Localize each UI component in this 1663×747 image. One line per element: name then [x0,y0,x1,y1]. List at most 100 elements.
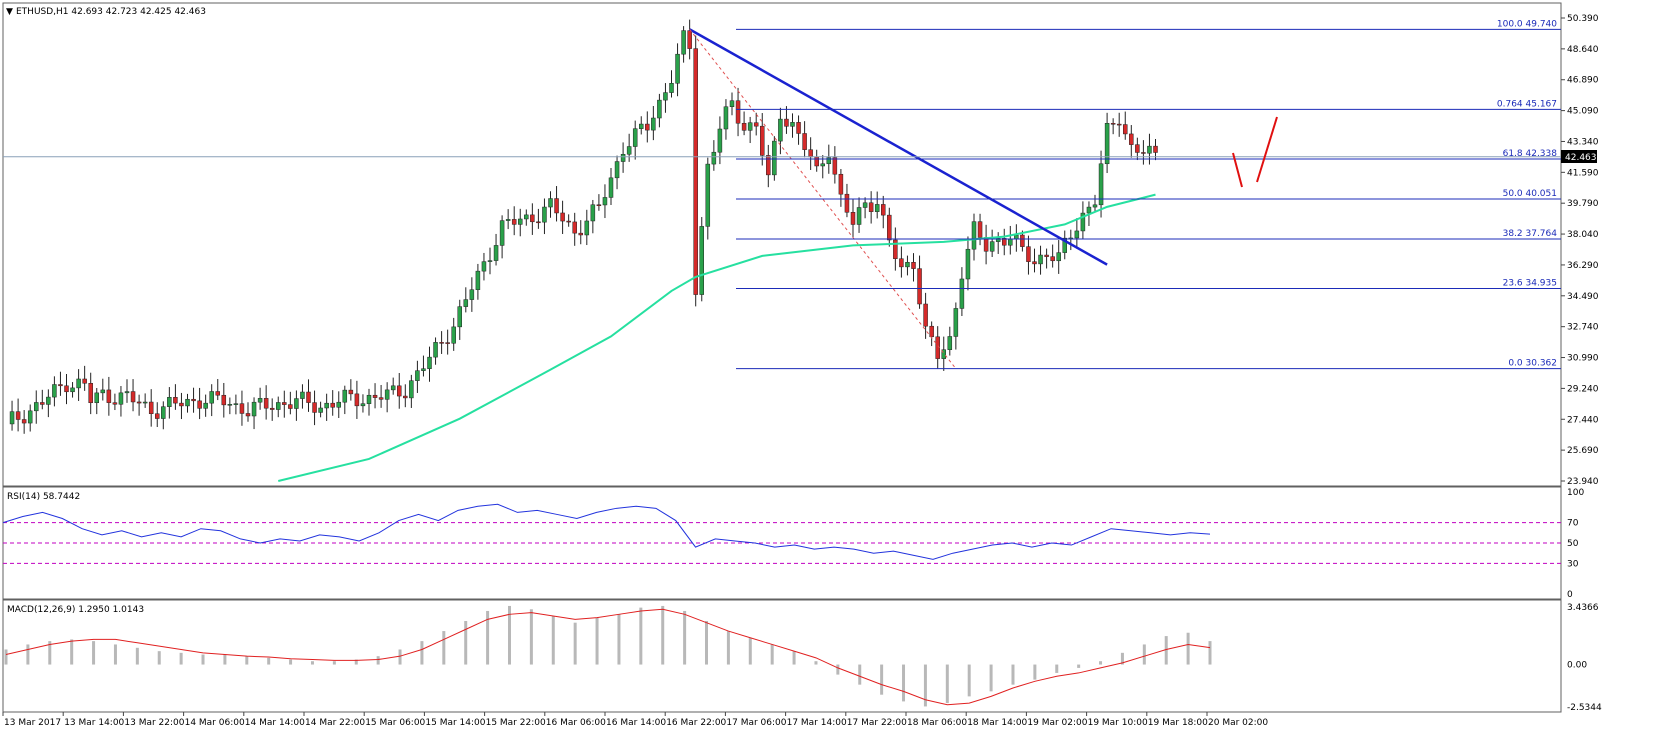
candle-body [893,239,898,259]
bearish-trendline [689,28,1108,266]
candle-body [239,403,245,414]
candle-body [1110,123,1116,125]
price-tick-label: 41.590 [1567,168,1599,178]
candle-body [887,214,892,241]
candle-body [602,197,608,206]
candle-body [330,402,335,408]
candle-body [167,397,172,407]
time-axis: 13 Mar 2017 13 Mar 14:00 13 Mar 22:00 14 Ma… [2,712,1268,728]
time-tick-label: 13 Mar 2017 [4,718,61,728]
candle-body [844,193,850,213]
candle-body [572,221,577,234]
candle-body [953,308,959,337]
candle-body [161,406,166,419]
macd-axis-label: 3.4366 [1567,603,1599,613]
candle-body [46,396,51,405]
candle-body [294,398,299,409]
candle-body [620,153,626,162]
time-tick-label: 16 Mar 22:00 [666,718,726,728]
candle-body [173,397,178,404]
candle-body [584,220,590,236]
price-tick-label: 34.490 [1567,292,1599,302]
price-panel-frame [2,2,1562,487]
candle-body [778,118,783,142]
candle-body [1092,204,1098,208]
candle-body [651,117,656,131]
time-tick-label: 13 Mar 14:00 [64,718,124,728]
candle-body [518,218,523,225]
time-tick-label: 17 Mar 14:00 [787,718,847,728]
candle-body [1104,123,1110,165]
candle-body [342,389,348,403]
candle-body [191,398,196,402]
candle-body [451,326,456,344]
time-tick-label: 13 Mar 22:00 [124,718,184,728]
candle-body [1074,230,1080,239]
macd-plot: 3.4366 0.00 -2.5344 [4,603,1602,713]
candle-body [88,383,93,404]
candle-body [681,30,686,55]
candle-body [1032,261,1037,265]
candle-body [64,385,69,393]
candle-body [524,214,529,220]
candle-body [155,413,160,419]
candle-body [693,48,698,295]
candle-body [257,398,263,403]
candle-body [300,391,305,399]
candle-body [215,391,220,396]
arrow-stroke-up [1256,116,1278,183]
candle-body [747,122,753,131]
time-tick-label: 19 Mar 10:00 [1088,718,1148,728]
candle-body [118,392,124,405]
candle-body [1098,163,1104,206]
candle-body [487,260,493,262]
candle-body [977,221,983,238]
candle-body [378,397,384,400]
time-tick-label: 17 Mar 22:00 [847,718,907,728]
price-tick-label: 48.640 [1567,45,1599,55]
price-tick-label: 30.990 [1567,354,1599,364]
rsi-plot: 100 70 50 30 0 [2,488,1584,600]
macd-title: MACD(12,26,9) 1.2950 1.0143 [7,605,144,615]
current-price-label: 42.463 [1565,153,1597,163]
candle-body [705,163,711,227]
candle-body [675,53,680,84]
candle-body [1153,145,1158,153]
candle-body [421,368,426,371]
candle-body [76,378,81,389]
price-plot [3,19,1561,482]
candle-body [1123,124,1128,135]
time-tick-label: 16 Mar 14:00 [606,718,666,728]
candle-body [21,419,27,424]
candle-body [427,356,432,369]
candle-body [632,128,638,147]
time-tick-label: 15 Mar 06:00 [365,718,425,728]
candle-body [403,395,408,399]
candle-body [766,155,771,176]
time-tick-label: 14 Mar 14:00 [245,718,305,728]
candle-body [832,157,838,175]
candle-body [838,173,844,195]
fib-level-label: 61.8 42.338 [1503,149,1558,159]
candle-body [687,30,692,49]
candle-body [197,400,202,409]
candle-body [1026,246,1031,262]
arrow-stroke-down [1232,152,1243,188]
candle-body [989,241,995,252]
candle-body [983,237,989,252]
time-tick-label: 16 Mar 06:00 [546,718,606,728]
candle-body [802,133,807,150]
candle-body [179,402,184,407]
candle-body [645,123,650,131]
candle-body [493,245,499,261]
fib-level-label: 38.2 37.764 [1503,229,1558,239]
symbol-triangle-icon[interactable]: ▼ [6,7,13,17]
candle-body [390,385,396,391]
candle-body [15,411,21,420]
price-tick-label: 29.240 [1567,384,1599,394]
candle-body [354,393,360,407]
fib-level-label: 100.0 49.740 [1497,19,1557,29]
candle-body [554,198,559,214]
candle-body [947,336,953,350]
